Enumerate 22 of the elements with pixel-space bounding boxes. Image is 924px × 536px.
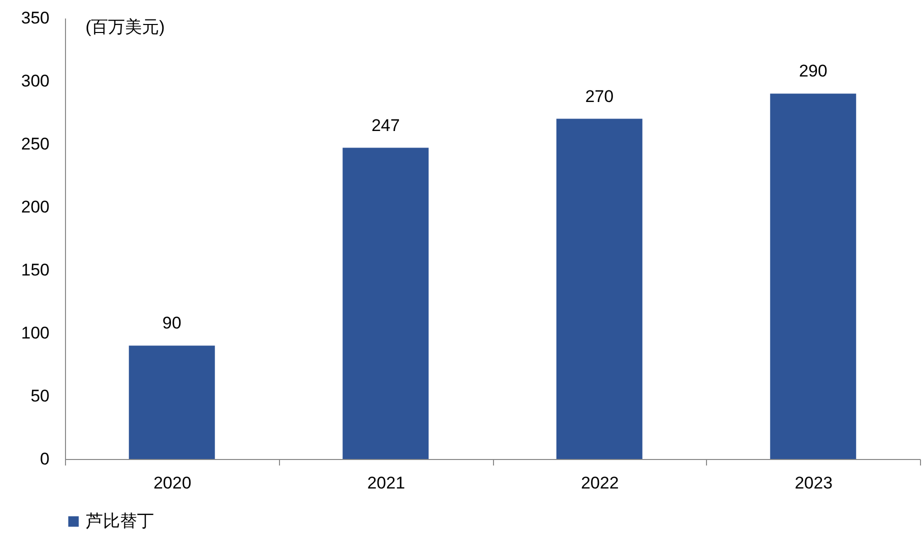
x-tick-label: 2022 [580, 474, 619, 492]
x-tick-label: 2020 [153, 474, 192, 492]
x-tick-label: 2021 [367, 474, 406, 492]
legend-label: 芦比替丁 [86, 512, 154, 530]
bar [128, 346, 215, 459]
bar [556, 118, 642, 459]
y-tick-label: 200 [21, 198, 50, 216]
bar [770, 94, 856, 459]
y-tick-label: 0 [40, 450, 50, 468]
y-tick-label: 250 [21, 134, 50, 154]
y-tick-label: 350 [21, 8, 50, 28]
data-label: 290 [798, 62, 828, 81]
bar [342, 148, 429, 459]
data-label: 270 [585, 86, 614, 106]
data-label: 90 [162, 314, 182, 333]
y-tick-label: 150 [21, 260, 50, 280]
data-label: 247 [371, 116, 400, 135]
y-tick-label: 300 [21, 72, 50, 90]
y-tick-label: 50 [30, 386, 50, 406]
y-axis-title: (百万美元) [86, 18, 165, 36]
y-tick-label: 100 [21, 324, 50, 342]
x-tick-label: 2023 [794, 474, 833, 492]
